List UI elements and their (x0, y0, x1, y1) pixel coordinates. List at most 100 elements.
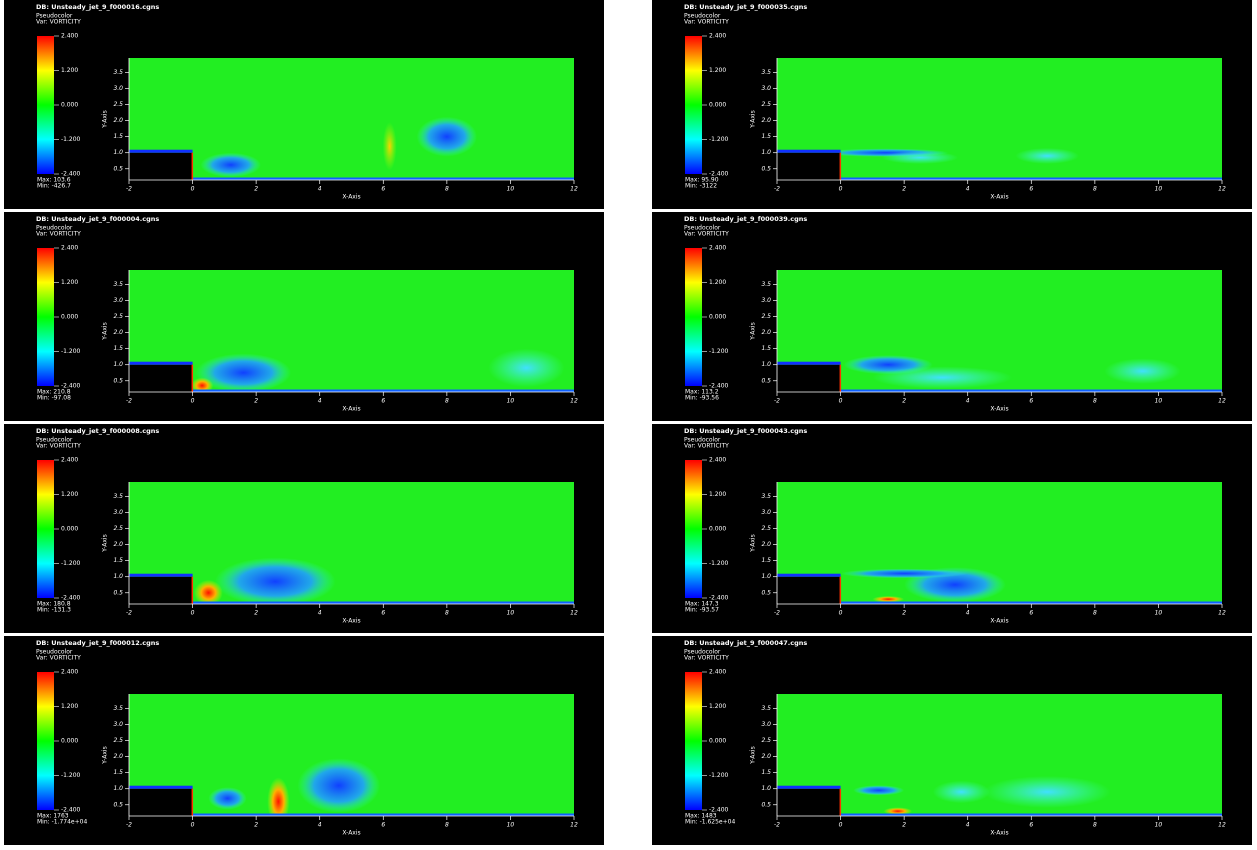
colorbar-tick-label: 2.400 (709, 245, 726, 252)
vortex (382, 122, 397, 171)
panel-title: DB: Unsteady_jet_9_f000016.cgns (36, 3, 159, 11)
y-tick-label: 3.0 (761, 509, 771, 516)
y-tick-label: 1.0 (761, 573, 771, 580)
colorbar-tick-label: 1.200 (709, 279, 726, 286)
x-tick-label: 2 (902, 822, 906, 829)
x-tick-label: 6 (1029, 398, 1033, 405)
vortex (840, 568, 968, 579)
shear-layer (129, 361, 193, 365)
x-tick-label: 10 (1155, 610, 1163, 617)
variable-label: Var: VORTICITY (36, 443, 81, 450)
y-axis-label: Y-Axis (750, 746, 757, 764)
y-tick-label: 3.0 (113, 297, 123, 304)
max-label: Max: 210.8 (37, 389, 71, 396)
min-label: Min: -1.774e+04 (37, 819, 87, 826)
field (777, 482, 1222, 604)
y-tick-label: 3.5 (113, 69, 123, 76)
y-tick-label: 2.0 (113, 117, 123, 124)
shear-layer (129, 785, 193, 789)
y-axis-label: Y-Axis (750, 322, 757, 340)
x-tick-label: 8 (1093, 398, 1097, 405)
panel: DB: Unsteady_jet_9_f000004.cgns Pseudocol… (4, 212, 604, 421)
min-label: Min: -426.7 (37, 183, 71, 190)
colorbar-tick-label: 1.200 (61, 67, 78, 74)
step-block (129, 576, 193, 604)
y-tick-label: 3.0 (761, 85, 771, 92)
x-tick-label: 12 (570, 610, 578, 617)
colorbar-tick-label: -1.200 (709, 772, 729, 779)
x-tick-label: 0 (839, 186, 843, 193)
x-tick-label: -2 (774, 186, 780, 193)
x-tick-label: 6 (381, 610, 385, 617)
step-block (777, 152, 841, 180)
x-tick-label: 0 (839, 398, 843, 405)
colorbar (37, 248, 54, 386)
colorbar-tick-label: -2.400 (709, 595, 729, 602)
colorbar-tick-label: 2.400 (61, 245, 78, 252)
plot-label: Pseudocolor (684, 225, 721, 232)
y-tick-label: 1.0 (113, 149, 123, 156)
x-tick-label: 0 (191, 186, 195, 193)
plot-label: Pseudocolor (684, 437, 721, 444)
max-label: Max: 113.2 (685, 389, 719, 396)
x-tick-label: 0 (839, 822, 843, 829)
x-tick-label: 8 (1093, 822, 1097, 829)
colorbar (37, 460, 54, 598)
max-label: Max: 1483 (685, 813, 717, 820)
max-label: Max: 147.3 (685, 601, 719, 608)
y-tick-label: 2.5 (761, 525, 771, 532)
vortex (1015, 147, 1079, 164)
x-tick-label: 2 (902, 398, 906, 405)
panel-title: DB: Unsteady_jet_9_f000047.cgns (684, 639, 807, 647)
y-tick-label: 1.5 (113, 133, 123, 140)
y-tick-label: 1.5 (761, 345, 771, 352)
x-tick-label: 8 (445, 186, 449, 193)
x-tick-label: 10 (1155, 822, 1163, 829)
colorbar-tick-label: -1.200 (709, 348, 729, 355)
x-tick-label: 12 (1218, 398, 1226, 405)
x-tick-label: 2 (254, 610, 258, 617)
vortex (195, 353, 292, 392)
min-label: Min: -1.625e+04 (685, 819, 735, 826)
panel: DB: Unsteady_jet_9_f000012.cgns Pseudocol… (4, 636, 604, 845)
y-tick-label: 3.0 (113, 509, 123, 516)
x-tick-label: 2 (254, 398, 258, 405)
x-tick-label: 6 (1029, 186, 1033, 193)
wall-layer (192, 389, 574, 392)
step-edge (839, 576, 842, 604)
y-tick-label: 2.5 (761, 313, 771, 320)
y-tick-label: 1.5 (761, 769, 771, 776)
colorbar-tick-label: 0.000 (709, 314, 726, 321)
y-tick-label: 2.5 (113, 737, 123, 744)
x-tick-label: 4 (318, 822, 322, 829)
colorbar-tick-label: -2.400 (709, 171, 729, 178)
colorbar (37, 36, 54, 174)
panel-title: DB: Unsteady_jet_9_f000008.cgns (36, 427, 159, 435)
x-axis-label: X-Axis (990, 830, 1008, 837)
shear-layer (777, 149, 841, 153)
colorbar-tick-label: 0.000 (61, 738, 78, 745)
y-tick-label: 0.5 (761, 165, 771, 172)
x-tick-label: 10 (1155, 186, 1163, 193)
vortex (190, 377, 214, 392)
vortex (488, 348, 565, 388)
x-tick-label: 12 (1218, 822, 1226, 829)
variable-label: Var: VORTICITY (36, 655, 81, 662)
vortex (983, 775, 1111, 808)
variable-label: Var: VORTICITY (684, 655, 729, 662)
x-tick-label: 4 (966, 186, 970, 193)
vortex (853, 785, 905, 796)
panel: DB: Unsteady_jet_9_f000035.cgns Pseudocol… (652, 0, 1252, 209)
step-edge (191, 576, 194, 604)
colorbar-tick-label: 1.200 (709, 491, 726, 498)
field (129, 58, 574, 180)
panel: DB: Unsteady_jet_9_f000047.cgns Pseudocol… (652, 636, 1252, 845)
y-tick-label: 0.5 (761, 589, 771, 596)
step-edge (839, 152, 842, 180)
panel: DB: Unsteady_jet_9_f000043.cgns Pseudocol… (652, 424, 1252, 633)
colorbar (685, 248, 702, 386)
x-tick-label: 0 (839, 610, 843, 617)
step-block (777, 576, 841, 604)
x-tick-label: 4 (966, 822, 970, 829)
plot-label: Pseudocolor (36, 649, 73, 656)
